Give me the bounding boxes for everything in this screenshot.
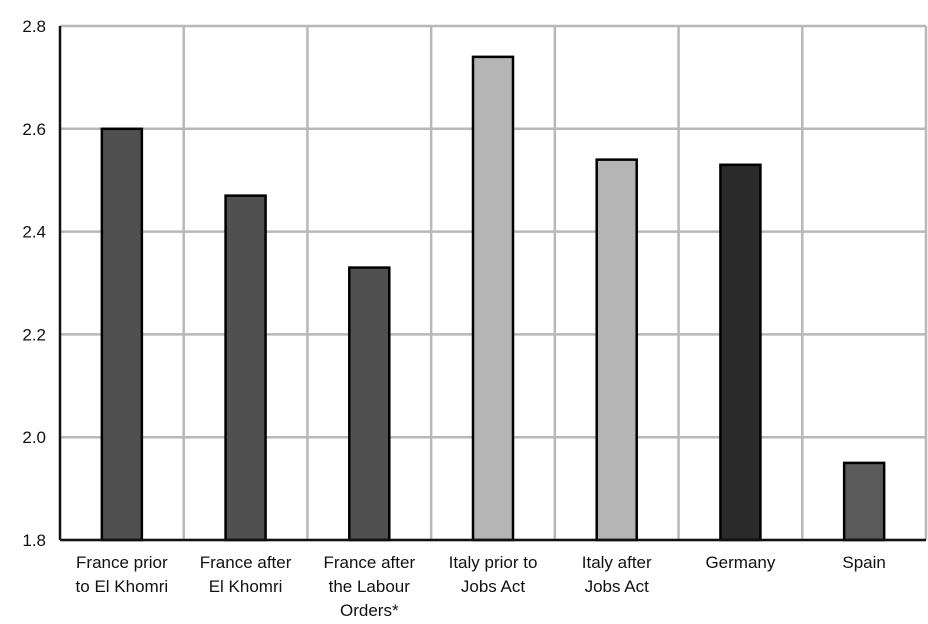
y-tick-label: 2.4 bbox=[22, 223, 46, 242]
x-category-label-line: France prior bbox=[76, 553, 168, 572]
y-tick-label: 1.8 bbox=[22, 531, 46, 550]
x-category-label-line: Jobs Act bbox=[461, 577, 526, 596]
y-tick-label: 2.0 bbox=[22, 428, 46, 447]
x-category-label-line: the Labour bbox=[329, 577, 411, 596]
x-category-label: Italy prior to Jobs Act bbox=[449, 553, 538, 596]
x-category-label-line: El Khomri bbox=[209, 577, 283, 596]
x-category-label: Italy after Jobs Act bbox=[582, 553, 652, 596]
x-category-label-line: Italy prior to bbox=[449, 553, 538, 572]
x-category-label-line: to El Khomri bbox=[76, 577, 169, 596]
y-axis-ticks: 1.8 2.0 2.2 2.4 2.6 2.8 bbox=[22, 17, 46, 550]
bar bbox=[100, 127, 144, 542]
axes bbox=[58, 26, 926, 542]
x-category-label-line: Orders* bbox=[340, 601, 399, 620]
bar bbox=[842, 461, 886, 542]
bar bbox=[595, 158, 638, 542]
y-tick-label: 2.6 bbox=[22, 120, 46, 139]
x-category-label: France after El Khomri bbox=[200, 553, 292, 596]
bar bbox=[471, 55, 515, 542]
x-axis-labels: France prior to El Khomri France after El K… bbox=[76, 553, 886, 620]
y-tick-label: 2.8 bbox=[22, 17, 46, 36]
y-tick-label: 2.2 bbox=[22, 325, 46, 344]
x-category-label: Germany bbox=[705, 553, 775, 572]
x-category-label-line: France after bbox=[323, 553, 415, 572]
bar bbox=[224, 194, 267, 542]
x-category-label-line: France after bbox=[200, 553, 292, 572]
x-category-label-line: Jobs Act bbox=[585, 577, 650, 596]
x-category-label-line: Italy after bbox=[582, 553, 652, 572]
x-category-label: Spain bbox=[842, 553, 885, 572]
x-category-label-line: Germany bbox=[705, 553, 775, 572]
bar bbox=[348, 266, 391, 542]
bar bbox=[719, 163, 762, 542]
x-category-label: France prior to El Khomri bbox=[76, 553, 169, 596]
x-category-label-line: Spain bbox=[842, 553, 885, 572]
x-category-label: France after the Labour Orders* bbox=[323, 553, 415, 620]
